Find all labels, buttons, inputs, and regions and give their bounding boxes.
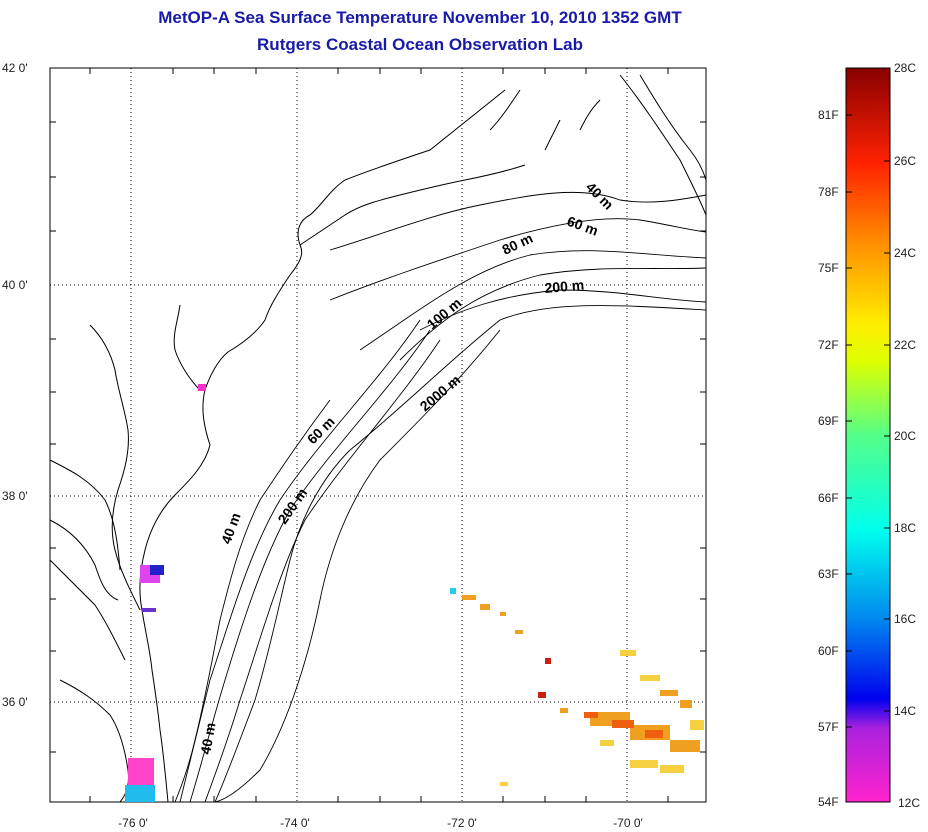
y-tick-label-40: 40 0': [2, 278, 28, 292]
colorbar-f-66: 66F: [818, 491, 839, 505]
x-tick-label-70: -70 0': [613, 816, 643, 830]
colorbar-f-63: 63F: [818, 567, 839, 581]
colorbar-c-16: 16C: [894, 612, 917, 626]
colorbar-c-28: 28C: [894, 61, 917, 75]
colorbar: [845, 67, 891, 803]
isobath-label-40m-south: 40 m: [197, 721, 218, 755]
y-tick-label-42: 42 0': [2, 61, 28, 75]
colorbar-c-18: 18C: [894, 521, 917, 535]
colorbar-f-57: 57F: [818, 720, 839, 734]
colorbar-f-75: 75F: [818, 261, 839, 275]
sst-pixels: [125, 384, 704, 802]
colorbar-f-72: 72F: [818, 338, 839, 352]
graticule: [50, 68, 706, 802]
x-tick-label-76: -76 0': [118, 816, 148, 830]
colorbar-c-20: 20C: [894, 429, 917, 443]
colorbar-f-60: 60F: [818, 644, 839, 658]
map-title-line-1: MetOP-A Sea Surface Temperature November…: [158, 8, 682, 27]
coastline: [49, 74, 707, 803]
axis-ticks: [50, 68, 706, 802]
colorbar-c-12: 12C: [898, 796, 921, 810]
colorbar-ticks: [846, 114, 890, 728]
isobaths: [174, 191, 707, 803]
colorbar-f-78: 78F: [818, 185, 839, 199]
y-tick-label-36: 36 0': [2, 695, 28, 709]
colorbar-c-24: 24C: [894, 246, 917, 260]
map-frame: [49, 67, 707, 803]
x-tick-label-72: -72 0': [447, 816, 477, 830]
colorbar-c-14: 14C: [894, 704, 917, 718]
colorbar-f-81: 81F: [818, 108, 839, 122]
y-tick-label-38: 38 0': [2, 489, 28, 503]
map-title-line-2: Rutgers Coastal Ocean Observation Lab: [257, 35, 583, 54]
x-tick-label-74: -74 0': [280, 816, 310, 830]
colorbar-c-22: 22C: [894, 338, 917, 352]
isobath-label-200m-north: 200 m: [544, 277, 585, 296]
colorbar-f-69: 69F: [818, 414, 839, 428]
colorbar-f-54: 54F: [818, 795, 839, 809]
colorbar-c-26: 26C: [894, 154, 917, 168]
